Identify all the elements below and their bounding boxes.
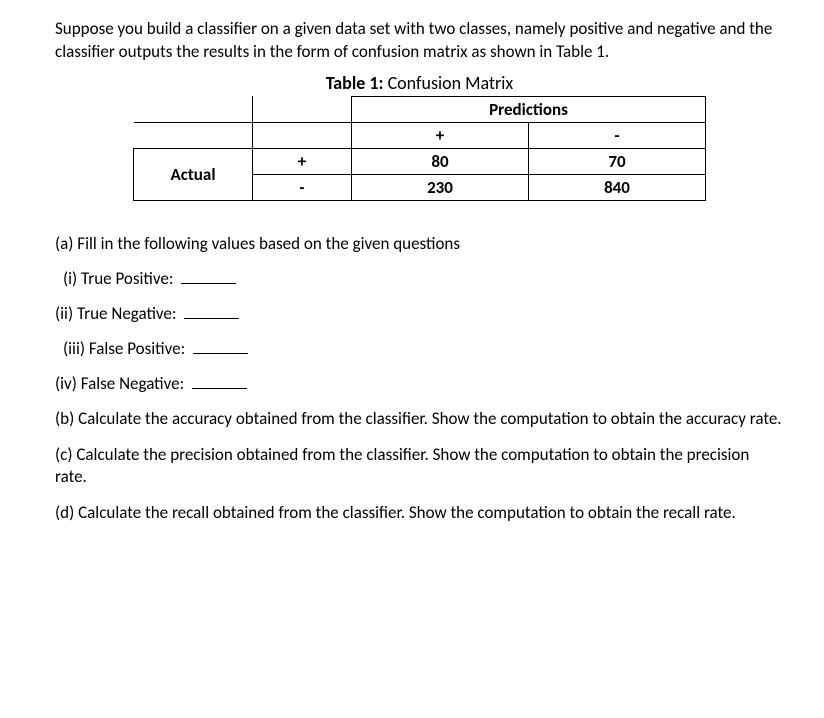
intro-paragraph: Suppose you build a classifier on a give… (55, 18, 784, 64)
part-a-intro: (a) Fill in the following values based o… (55, 233, 784, 254)
part-c: (c) Calculate the precision obtained fro… (55, 444, 784, 488)
table-caption: Table 1: Confusion Matrix (55, 72, 784, 94)
cell-fn: 70 (529, 148, 706, 174)
blank-i (181, 283, 236, 284)
actual-plus-header: + (253, 148, 352, 174)
actual-header: Actual (134, 148, 253, 200)
table-caption-bold: Table 1: (326, 72, 384, 94)
confusion-matrix-table: Predictions + - Actual + 80 70 - 230 840 (133, 96, 706, 201)
pred-plus-header: + (352, 122, 529, 148)
cell-fp: 230 (352, 174, 529, 200)
part-d: (d) Calculate the recall obtained from t… (55, 502, 784, 524)
predictions-header: Predictions (352, 96, 706, 122)
item-iii: (iii) False Positive: (63, 338, 784, 359)
cell-tp: 80 (352, 148, 529, 174)
item-ii: (ii) True Negative: (55, 303, 784, 324)
item-i-label: (i) True Positive: (63, 268, 173, 289)
table-caption-rest: Confusion Matrix (384, 72, 514, 94)
item-i: (i) True Positive: (63, 268, 784, 289)
item-iii-label: (iii) False Positive: (63, 338, 185, 359)
cell-tn: 840 (529, 174, 706, 200)
actual-minus-header: - (253, 174, 352, 200)
item-iv-label: (iv) False Negative: (55, 373, 184, 394)
item-iv: (iv) False Negative: (55, 373, 784, 394)
item-ii-label: (ii) True Negative: (55, 303, 176, 324)
blank-iv (192, 388, 247, 389)
pred-minus-header: - (529, 122, 706, 148)
blank-ii (184, 318, 239, 319)
part-b: (b) Calculate the accuracy obtained from… (55, 408, 784, 430)
blank-iii (193, 353, 248, 354)
